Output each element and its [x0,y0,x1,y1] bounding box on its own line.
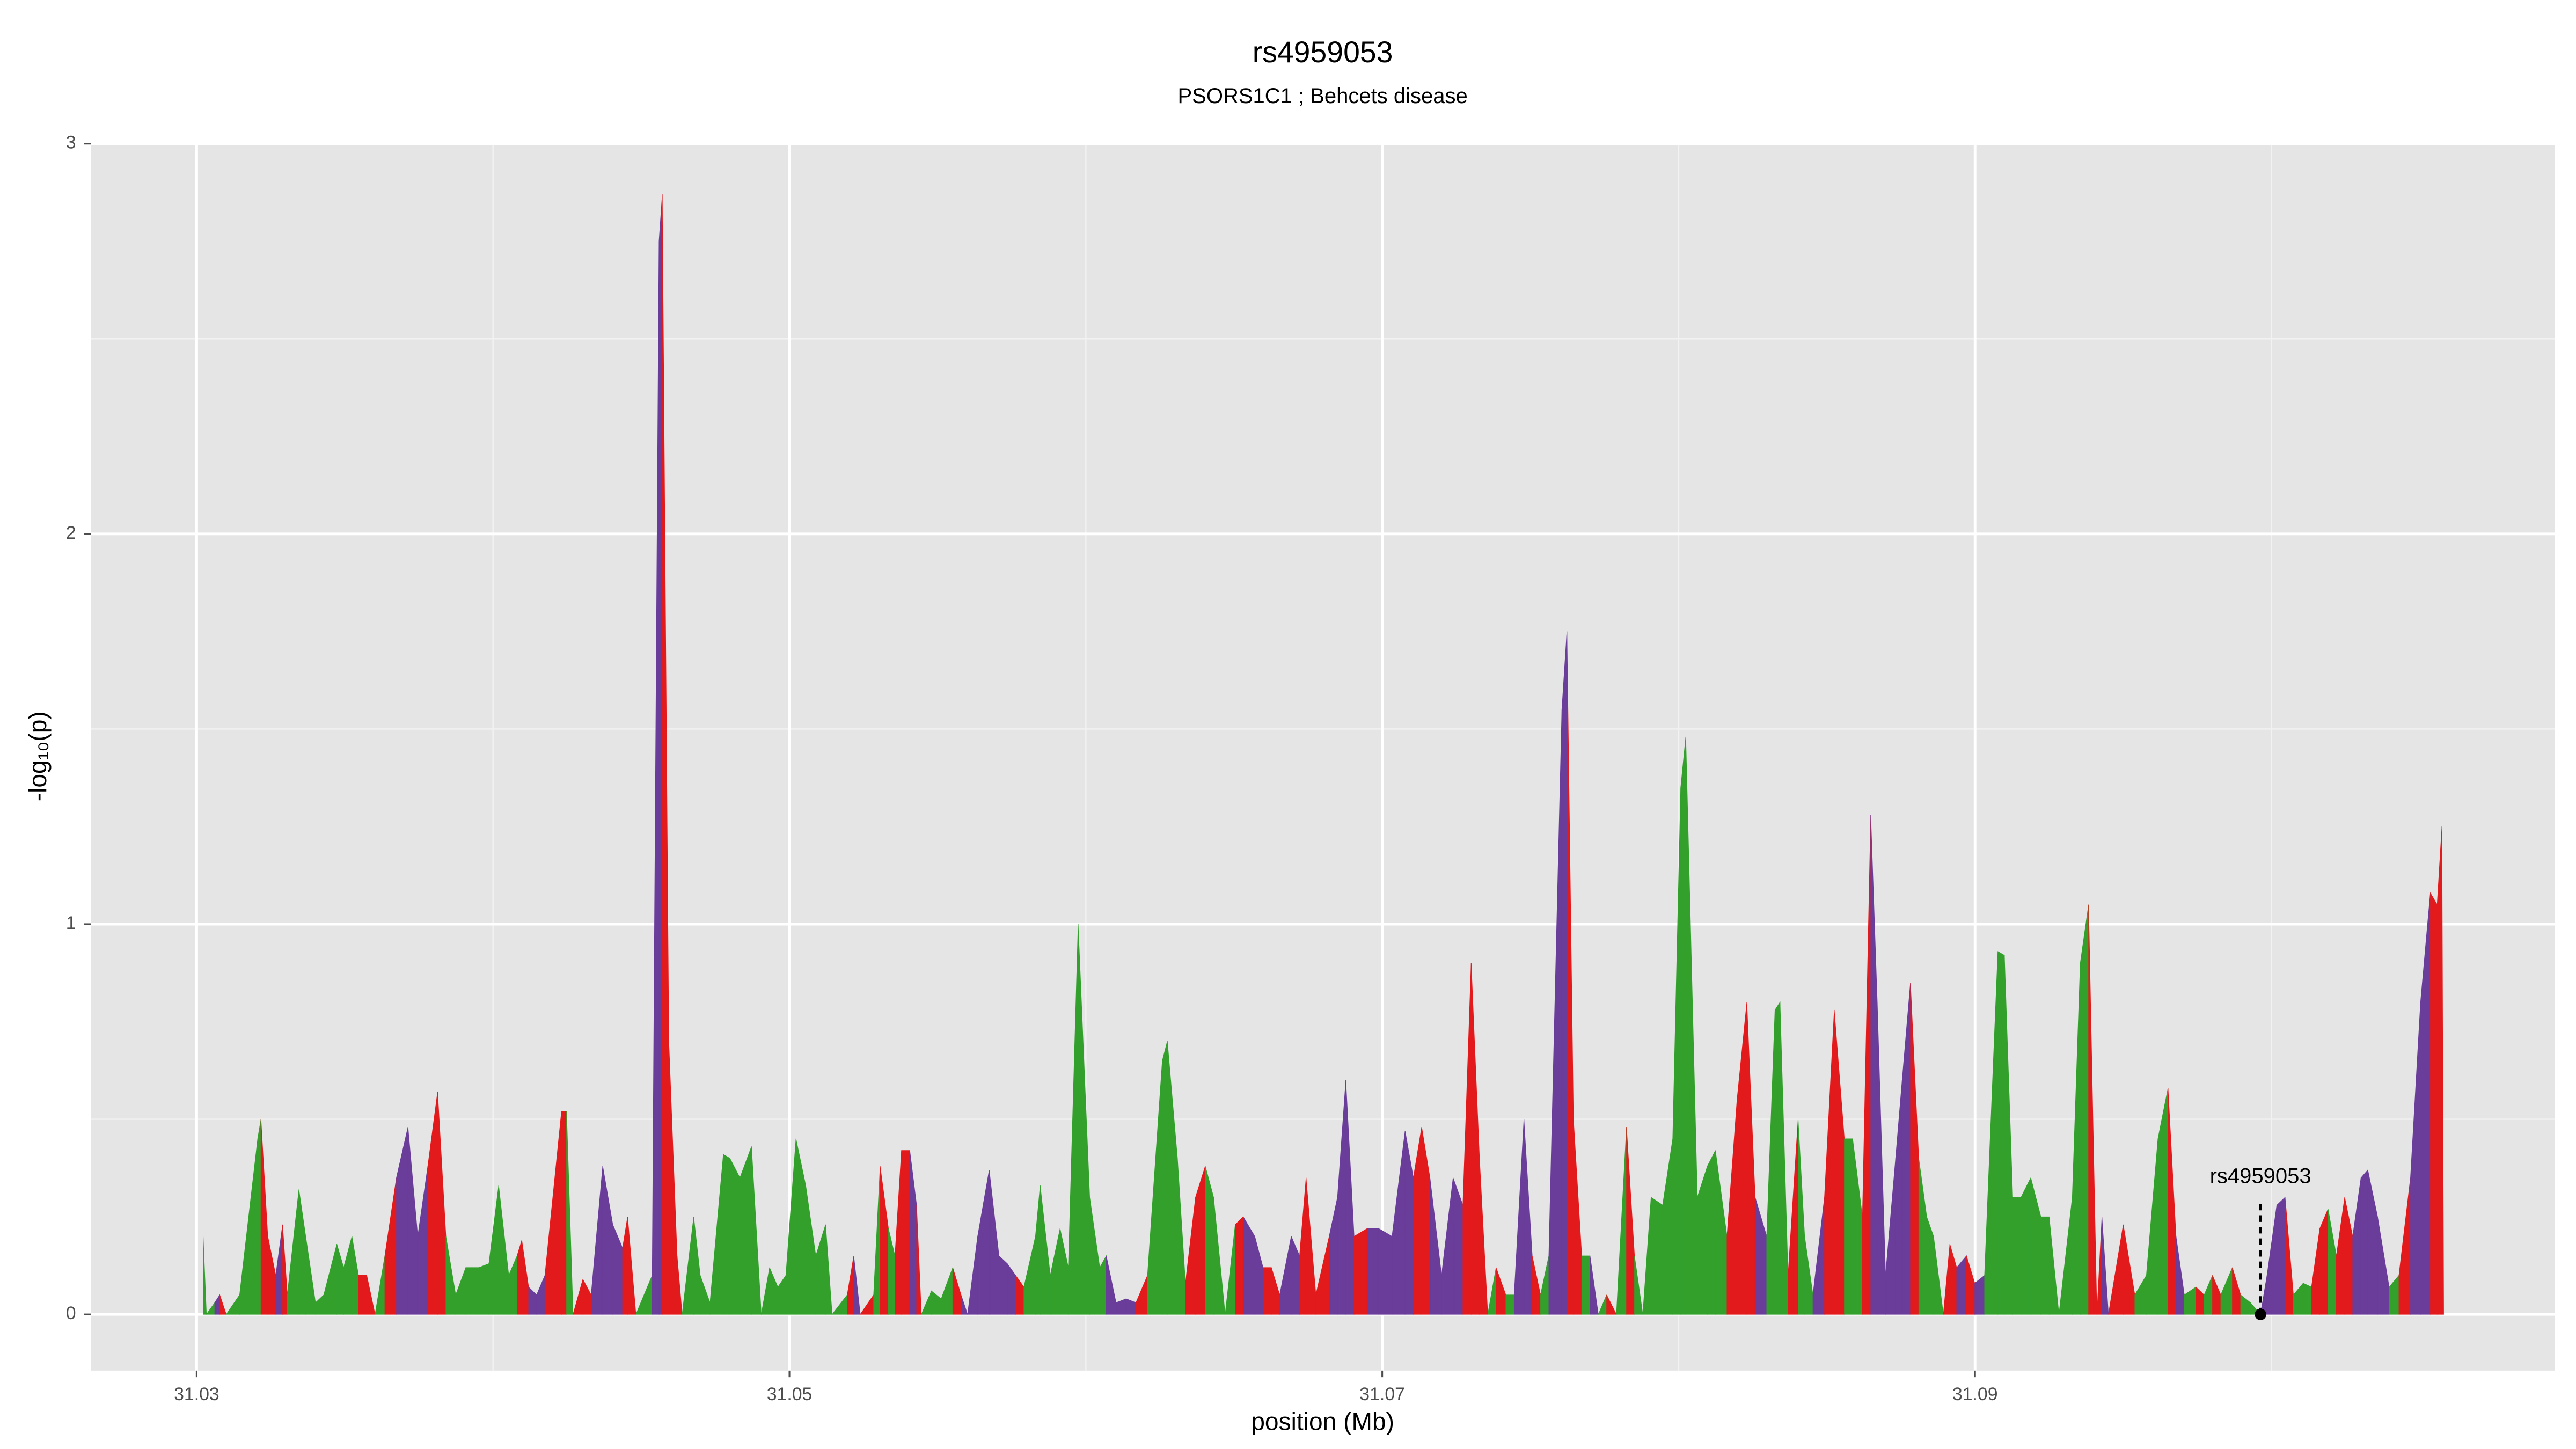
area-segment [901,1150,910,1315]
y-tick-label: 1 [66,913,76,933]
area-segment [1479,1158,1488,1315]
area-segment [1162,1041,1168,1315]
area-segment [566,1111,574,1315]
area-segment [1366,1228,1379,1315]
area-segment [465,1267,479,1315]
area-segment [1353,1228,1367,1315]
area-segment [1505,1294,1514,1315]
area-segment [2012,1197,2022,1315]
area-segment [2303,1283,2312,1315]
area-segment [1997,951,2005,1315]
area-segment [1561,631,1568,1315]
y-axis-label: -log₁₀(p) [24,711,52,801]
y-tick-label: 0 [66,1303,76,1323]
area-segment [723,1154,730,1315]
area-segment [627,1217,636,1315]
area-segment [1213,1197,1226,1315]
x-tick-label: 31.03 [174,1384,219,1404]
area-segment [2102,1217,2109,1315]
area-segment [1235,1216,1244,1315]
chart-subtitle: PSORS1C1 ; Behcets disease [1177,84,1467,108]
area-segment [1844,1138,1853,1315]
area-segment [853,1256,861,1315]
area-segment [2441,826,2444,1315]
area-segment [961,1294,968,1315]
area-segment [1707,1150,1716,1315]
panel-background [91,143,2555,1371]
area-segment [1263,1267,1272,1315]
area-segment [825,1224,833,1315]
chart-title: rs4959053 [1253,35,1393,69]
x-tick-label: 31.09 [1952,1384,1998,1404]
area-segment [1774,1001,1781,1315]
area-segment [1606,1294,1617,1315]
area-segment [358,1275,367,1315]
area-segment [999,1255,1008,1315]
area-segment [561,1111,567,1315]
area-segment [2360,1169,2368,1315]
area-segment [916,1205,922,1315]
area-segment [1590,1255,1599,1315]
area-segment [1651,1197,1663,1315]
area-segment [1581,1255,1591,1315]
area-segment [2430,892,2438,1315]
y-tick-label: 2 [66,523,76,543]
annotation-label: rs4959053 [2210,1164,2311,1188]
area-segment [2436,826,2442,1315]
area-segment [1680,736,1686,1315]
x-tick-label: 31.05 [767,1384,813,1404]
area-segment [1378,1228,1393,1315]
area-segment [729,1158,741,1315]
area-segment [203,1236,207,1315]
area-segment [677,1256,683,1315]
x-tick-label: 31.07 [1359,1384,1405,1404]
area-segment [2088,904,2097,1315]
area-segment [2048,1217,2060,1315]
x-axis-label: position (Mb) [1251,1407,1394,1435]
area-segment [2021,1177,2031,1315]
area-segment [257,1119,261,1315]
area-segment [366,1275,376,1315]
area-segment [658,194,663,1315]
area-segment [478,1263,489,1315]
area-segment [2277,1196,2286,1315]
area-segment [2040,1216,2050,1315]
area-segment [2080,904,2089,1315]
area-segment [1933,1236,1944,1315]
y-tick-label: 3 [66,133,76,153]
area-segment [219,1294,227,1315]
area-segment [751,1146,762,1315]
annotation-point [2255,1308,2266,1320]
area-segment [1634,1255,1643,1315]
